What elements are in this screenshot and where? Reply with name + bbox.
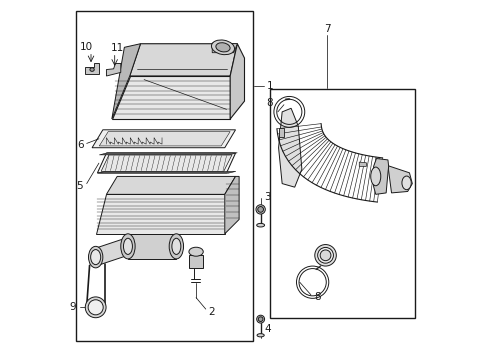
Ellipse shape <box>257 207 263 212</box>
Ellipse shape <box>88 300 103 315</box>
Text: 8: 8 <box>265 98 272 108</box>
Text: 2: 2 <box>208 307 215 316</box>
Polygon shape <box>99 153 237 155</box>
Ellipse shape <box>257 334 264 337</box>
Polygon shape <box>128 234 176 259</box>
Text: 11: 11 <box>110 43 123 53</box>
Text: 7: 7 <box>323 24 329 35</box>
Bar <box>269 89 414 318</box>
Text: 8: 8 <box>314 292 321 302</box>
Polygon shape <box>373 158 388 194</box>
Polygon shape <box>278 108 301 187</box>
Polygon shape <box>212 43 237 53</box>
Ellipse shape <box>90 249 101 265</box>
Polygon shape <box>106 63 121 76</box>
Ellipse shape <box>121 234 135 259</box>
Ellipse shape <box>256 315 264 323</box>
Text: 9: 9 <box>69 302 76 312</box>
Polygon shape <box>97 153 235 173</box>
Polygon shape <box>230 44 244 119</box>
Polygon shape <box>101 155 231 171</box>
Polygon shape <box>96 194 224 234</box>
Ellipse shape <box>211 40 234 55</box>
Ellipse shape <box>169 234 183 259</box>
Text: 1: 1 <box>266 81 273 91</box>
Text: 4: 4 <box>264 324 271 334</box>
Polygon shape <box>96 237 128 266</box>
Text: 3: 3 <box>264 192 271 202</box>
Ellipse shape <box>370 167 380 186</box>
Text: 10: 10 <box>80 42 93 52</box>
Ellipse shape <box>317 247 333 263</box>
Polygon shape <box>99 132 230 146</box>
Polygon shape <box>97 171 235 173</box>
Polygon shape <box>359 162 366 166</box>
Ellipse shape <box>258 317 263 321</box>
Ellipse shape <box>215 43 230 52</box>
Polygon shape <box>106 176 235 194</box>
Polygon shape <box>92 130 235 148</box>
Ellipse shape <box>171 238 181 255</box>
Ellipse shape <box>123 238 132 255</box>
Polygon shape <box>112 76 230 119</box>
Polygon shape <box>279 128 284 137</box>
Polygon shape <box>387 166 411 193</box>
Polygon shape <box>112 44 140 119</box>
Ellipse shape <box>85 297 106 318</box>
Text: 5: 5 <box>76 181 83 191</box>
Polygon shape <box>129 44 237 76</box>
Ellipse shape <box>255 205 265 214</box>
Polygon shape <box>188 255 203 268</box>
Polygon shape <box>224 176 239 234</box>
Ellipse shape <box>401 176 410 190</box>
Ellipse shape <box>90 68 94 71</box>
Text: 6: 6 <box>77 140 83 150</box>
Ellipse shape <box>188 247 203 256</box>
Ellipse shape <box>320 250 330 261</box>
Bar <box>76 12 253 341</box>
Ellipse shape <box>314 244 336 266</box>
Polygon shape <box>85 63 99 74</box>
Ellipse shape <box>256 224 264 227</box>
Ellipse shape <box>88 246 102 268</box>
